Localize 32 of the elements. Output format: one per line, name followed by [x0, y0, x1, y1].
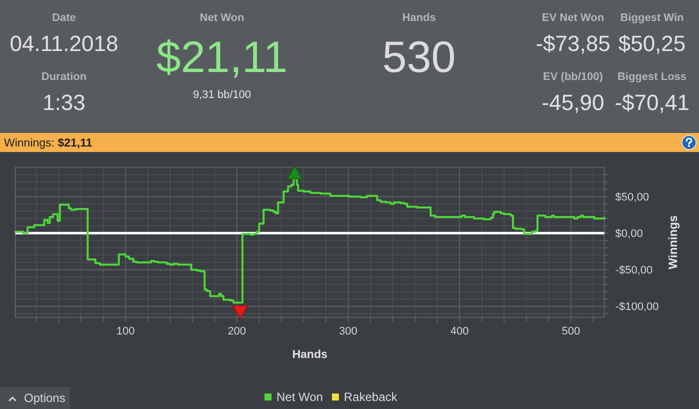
text: 1:33 [42, 90, 86, 115]
chart-title: Winnings: $21,11 [4, 138, 93, 150]
text: -$70,41 [614, 90, 690, 115]
text: EV Net Won [542, 12, 604, 24]
y-axis-title: Winnings [666, 215, 680, 270]
text: $21,11 [156, 33, 288, 82]
text: Net Won [200, 12, 244, 24]
text: Hands [402, 12, 436, 24]
text: Biggest Win [620, 12, 684, 24]
text: -$73,85 [536, 31, 610, 56]
text: $50,25 [618, 31, 686, 56]
y-tick-label: $0,00 [615, 228, 643, 240]
y-tick-label: -$100,00 [615, 301, 659, 314]
legend-label: Rakeback [344, 390, 398, 404]
y-tick-label: -$50,00 [615, 264, 653, 277]
text: Duration [41, 71, 87, 83]
text: -45,90 [542, 90, 604, 115]
legend-label: Net Won [276, 390, 323, 404]
text: Options [24, 391, 66, 405]
text: Date [52, 12, 76, 24]
x-tick-label: 500 [562, 325, 580, 338]
text: 04.11.2018 [10, 31, 118, 56]
text: EV (bb/100) [543, 71, 604, 83]
x-tick-label: 200 [228, 325, 246, 338]
y-tick-label: $50,00 [615, 191, 649, 204]
x-tick-label: 400 [450, 325, 469, 338]
x-tick-label: 300 [339, 325, 358, 338]
text: 9,31 bb/100 [192, 89, 252, 101]
text: Biggest Loss [617, 71, 687, 83]
x-tick-label: 100 [116, 325, 135, 338]
x-axis-title: Hands [292, 349, 328, 361]
text: 530 [382, 33, 456, 82]
